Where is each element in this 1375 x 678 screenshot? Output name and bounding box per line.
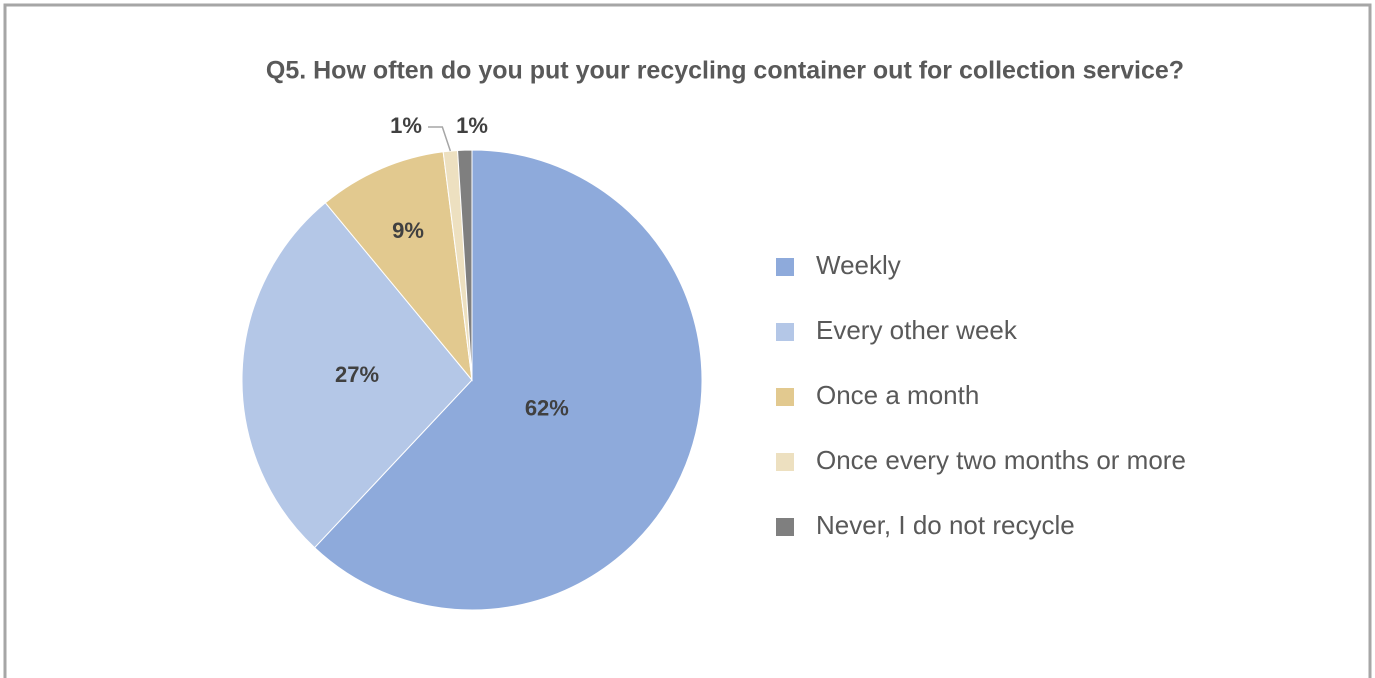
pie-slice [313, 149, 703, 611]
pie-slice [241, 202, 473, 549]
data-label: 9% [392, 218, 424, 243]
pie-slice [324, 151, 473, 382]
legend-swatch [776, 323, 794, 341]
pie-slice [457, 149, 473, 381]
legend-label: Once every two months or more [816, 445, 1186, 475]
legend-label: Every other week [816, 315, 1018, 345]
legend-swatch [776, 258, 794, 276]
data-label: 27% [335, 362, 379, 387]
legend-swatch [776, 453, 794, 471]
data-label: 62% [525, 395, 569, 420]
legend-swatch [776, 388, 794, 406]
legend-label: Weekly [816, 250, 901, 280]
legend-label: Once a month [816, 380, 979, 410]
legend-swatch [776, 518, 794, 536]
chart-title: Q5. How often do you put your recycling … [266, 57, 1184, 85]
legend-label: Never, I do not recycle [816, 510, 1075, 540]
data-label: 1% [456, 113, 488, 138]
data-label: 1% [390, 113, 422, 138]
leader-line [428, 126, 452, 152]
